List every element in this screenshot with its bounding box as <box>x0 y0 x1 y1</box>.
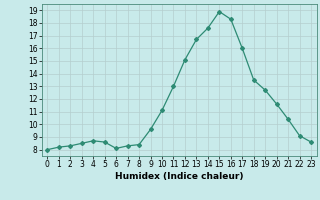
X-axis label: Humidex (Indice chaleur): Humidex (Indice chaleur) <box>115 172 244 181</box>
